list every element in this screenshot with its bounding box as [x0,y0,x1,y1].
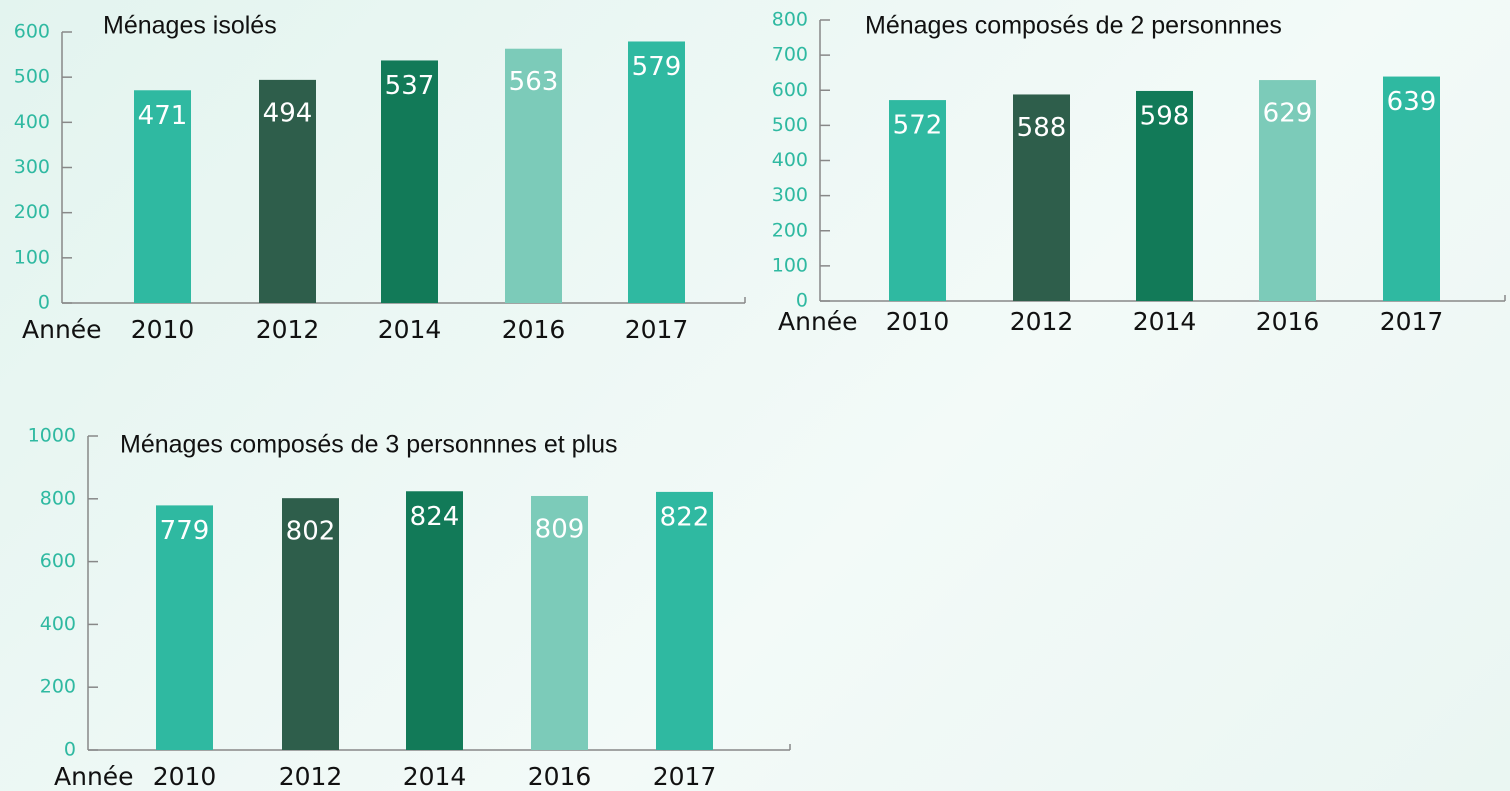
x-tick-label: 2017 [625,315,689,344]
value-label: 572 [893,111,943,141]
x-tick-label: 2016 [528,762,592,791]
bar [1136,90,1193,301]
y-tick-label: 500 [14,66,50,88]
y-tick-label: 600 [772,79,808,101]
value-label: 822 [660,502,710,532]
y-tick-label: 800 [772,9,808,31]
x-axis-label: Année [778,307,858,336]
bar [889,100,946,302]
value-label: 588 [1017,113,1067,143]
value-label: 598 [1140,101,1190,131]
y-tick-label: 400 [772,149,808,171]
value-label: 779 [160,516,210,546]
value-label: 629 [1263,99,1313,129]
value-label: 494 [263,98,313,128]
bar [282,498,339,750]
y-tick-label: 0 [38,292,50,314]
value-label: 537 [385,71,435,101]
value-label: 471 [138,101,188,131]
x-tick-label: 2010 [886,307,950,336]
y-tick-label: 0 [64,739,76,761]
y-tick-label: 100 [772,254,808,276]
y-tick-label: 0 [796,290,808,312]
y-tick-label: 600 [40,550,76,572]
bar [156,505,213,750]
y-tick-label: 500 [772,114,808,136]
y-tick-label: 300 [14,156,50,178]
x-tick-label: 2016 [1256,307,1320,336]
chart-title: Ménages composés de 3 personnnes et plus [120,431,618,459]
y-tick-label: 800 [40,487,76,509]
value-label: 824 [410,502,460,532]
x-tick-label: 2017 [1380,307,1444,336]
x-tick-label: 2012 [256,315,320,344]
value-label: 639 [1387,87,1437,117]
value-label: 563 [509,67,559,97]
y-tick-label: 600 [14,21,50,43]
x-tick-label: 2014 [403,762,467,791]
y-tick-label: 200 [14,201,50,223]
y-tick-label: 200 [40,676,76,698]
y-tick-label: 400 [14,111,50,133]
y-tick-label: 700 [772,44,808,66]
y-tick-label: 200 [772,219,808,241]
x-axis-label: Année [22,315,102,344]
bar [1383,76,1440,302]
x-tick-label: 2014 [1133,307,1197,336]
x-axis-label: Année [54,762,134,791]
chart-title: Ménages isolés [103,12,277,40]
bar [134,90,191,303]
value-label: 809 [535,514,585,544]
value-label: 579 [632,52,682,82]
x-tick-label: 2014 [378,315,442,344]
bar [381,60,438,303]
x-tick-label: 2010 [131,315,195,344]
y-tick-label: 1000 [28,425,76,447]
x-tick-label: 2012 [279,762,343,791]
bar [259,79,316,303]
bar [531,495,588,750]
bar [406,491,463,750]
x-tick-label: 2010 [153,762,217,791]
y-tick-label: 400 [40,613,76,635]
y-tick-label: 300 [772,184,808,206]
bar [1013,94,1070,301]
bar [628,41,685,304]
x-tick-label: 2016 [502,315,566,344]
bar [505,48,562,303]
chart-title: Ménages composés de 2 personnnes [865,12,1282,40]
bar [1259,80,1316,301]
value-label: 802 [286,517,336,547]
bar [656,491,713,750]
x-tick-label: 2012 [1010,307,1074,336]
y-tick-label: 100 [14,246,50,268]
x-tick-label: 2017 [653,762,717,791]
